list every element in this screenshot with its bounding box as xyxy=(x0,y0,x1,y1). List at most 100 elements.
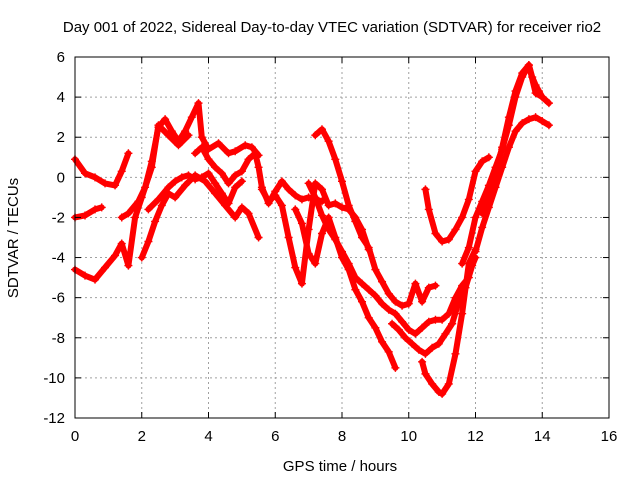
series-layer xyxy=(71,61,553,398)
grid-layer xyxy=(75,57,609,418)
data-point xyxy=(448,319,457,328)
data-point xyxy=(471,213,480,222)
data-point xyxy=(147,157,156,166)
data-point xyxy=(304,179,313,188)
data-point xyxy=(161,115,170,124)
data-point xyxy=(244,155,253,164)
data-point xyxy=(231,171,240,180)
data-point xyxy=(331,155,340,164)
data-point xyxy=(297,195,306,204)
data-point xyxy=(197,143,206,152)
x-tick-label: 10 xyxy=(400,428,417,445)
data-point xyxy=(117,167,126,176)
data-point xyxy=(91,173,100,182)
data-point xyxy=(414,345,423,354)
data-point xyxy=(164,183,173,192)
data-point xyxy=(378,277,387,286)
data-point xyxy=(214,139,223,148)
data-point xyxy=(277,201,286,210)
data-point xyxy=(378,299,387,308)
data-point xyxy=(131,213,140,222)
data-point xyxy=(167,127,176,136)
series-s6 xyxy=(144,169,246,214)
data-point xyxy=(421,185,430,194)
data-point xyxy=(371,291,380,300)
data-point xyxy=(424,317,433,326)
series-line xyxy=(118,100,262,221)
data-point xyxy=(191,149,200,158)
data-point xyxy=(117,213,126,222)
data-point xyxy=(398,317,407,326)
data-point xyxy=(81,271,90,280)
data-point xyxy=(151,217,160,226)
data-point xyxy=(464,243,473,252)
data-point xyxy=(181,127,190,136)
x-tick-label: 0 xyxy=(71,428,79,445)
data-point xyxy=(237,203,246,212)
data-point xyxy=(484,153,493,162)
data-point xyxy=(478,157,487,166)
data-point xyxy=(157,201,166,210)
data-point xyxy=(194,99,203,108)
data-point xyxy=(491,169,500,178)
data-point xyxy=(431,229,440,238)
data-point xyxy=(464,259,473,268)
data-point xyxy=(524,115,533,124)
x-tick-label: 12 xyxy=(467,428,484,445)
data-point xyxy=(531,81,540,90)
data-point xyxy=(91,205,100,214)
data-point xyxy=(418,357,427,366)
data-point xyxy=(538,93,547,102)
data-point xyxy=(344,259,353,268)
data-point xyxy=(431,281,440,290)
data-point xyxy=(351,273,360,282)
data-point xyxy=(338,177,346,186)
series-s11 xyxy=(304,179,473,338)
data-point xyxy=(408,339,417,348)
data-point xyxy=(421,369,430,378)
data-point xyxy=(241,141,250,150)
data-point xyxy=(224,179,233,188)
data-point xyxy=(424,205,433,214)
data-point xyxy=(391,297,400,306)
data-point xyxy=(458,309,467,318)
data-point xyxy=(478,209,487,218)
data-point xyxy=(101,179,110,188)
data-point xyxy=(317,211,326,220)
data-point xyxy=(251,149,260,158)
data-point xyxy=(428,379,437,388)
x-tick-label: 4 xyxy=(204,428,212,445)
data-point xyxy=(431,315,440,324)
data-point xyxy=(358,297,367,306)
data-point xyxy=(364,243,373,252)
data-point xyxy=(418,297,427,306)
data-point xyxy=(97,203,106,212)
data-point xyxy=(384,289,393,298)
data-point xyxy=(418,323,427,332)
data-point xyxy=(297,279,306,288)
data-point xyxy=(144,237,153,246)
data-point xyxy=(444,309,453,318)
data-point xyxy=(544,121,553,130)
data-point xyxy=(291,263,300,272)
y-tick-label: 2 xyxy=(57,129,65,146)
series-s4 xyxy=(117,99,263,222)
data-point xyxy=(224,199,233,208)
data-point xyxy=(538,117,547,126)
data-point xyxy=(544,99,553,108)
data-point xyxy=(504,143,513,152)
data-point xyxy=(204,169,213,178)
series-s3 xyxy=(71,121,193,284)
series-s10 xyxy=(311,125,440,310)
data-point xyxy=(171,177,180,186)
data-point xyxy=(211,163,220,172)
data-point xyxy=(81,169,90,178)
data-point xyxy=(311,179,320,188)
data-point xyxy=(458,259,467,268)
y-tick-label: 6 xyxy=(57,49,65,66)
data-point xyxy=(378,337,387,346)
series-s17 xyxy=(478,61,547,218)
series-line xyxy=(138,172,262,261)
series-line xyxy=(72,122,192,283)
data-point xyxy=(317,185,326,194)
